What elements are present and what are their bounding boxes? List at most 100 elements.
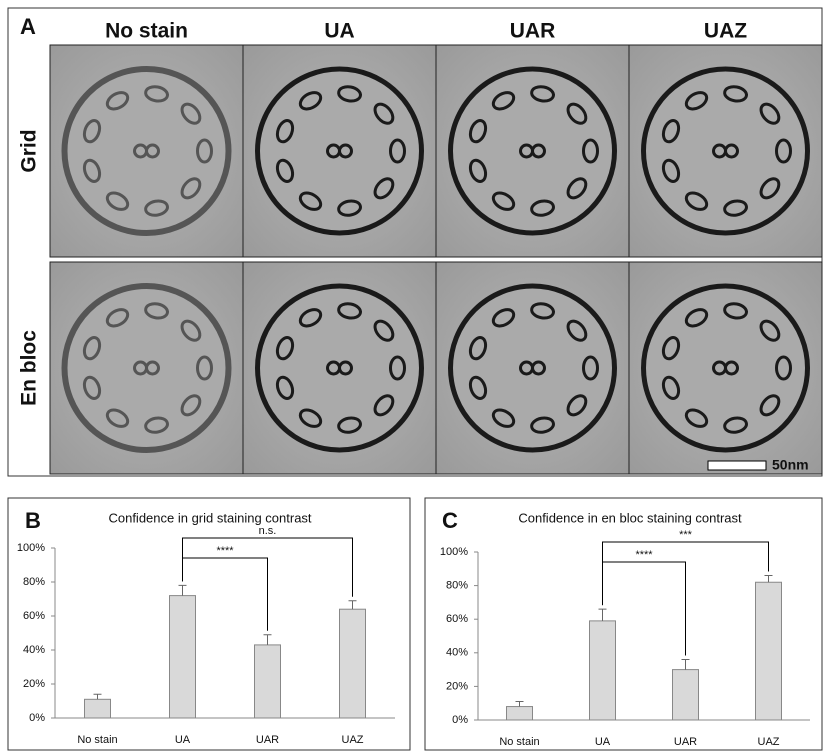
significance-label: n.s. [259,525,277,537]
doublet [566,177,588,200]
doublet [661,119,681,144]
doublet [337,85,362,103]
doublet [275,336,295,361]
doublet [337,199,362,217]
error-bar [681,659,690,670]
y-tick-label: 20% [446,680,468,692]
y-tick-label: 0% [29,712,45,724]
doublet [491,191,516,211]
doublet [275,375,295,400]
doublet [105,408,130,428]
x-tick-label: UAR [256,734,279,746]
doublet [530,85,555,103]
doublet [759,177,781,200]
significance-bracket [602,541,769,606]
doublet [530,416,555,434]
doublet [337,416,362,434]
doublet [82,375,102,400]
doublet [468,375,488,400]
y-tick-label: 0% [452,714,468,726]
central-pair [531,360,546,376]
doublet [491,408,516,428]
y-tick-label: 60% [446,613,468,625]
doublet [180,102,202,125]
doublet [144,416,169,434]
bar [589,620,616,721]
error-bar [178,584,187,596]
doublet [684,91,709,111]
doublet [723,302,748,320]
micrographs [49,44,823,475]
doublet [566,319,588,342]
doublet [180,394,202,417]
doublet [723,85,748,103]
doublet [530,199,555,217]
bar [169,595,196,719]
doublet [759,102,781,125]
y-tick-label: 100% [440,546,468,558]
doublet [82,336,102,361]
row-label: En bloc [18,330,41,406]
significance-label: **** [635,549,653,561]
doublet [530,302,555,320]
doublet [491,308,516,328]
y-tick-label: 80% [23,576,45,588]
doublet [298,191,323,211]
doublet [180,177,202,200]
doublet [759,319,781,342]
doublet [468,119,488,144]
bar [254,644,281,719]
panel-label: C [442,508,458,533]
chart-title: Confidence in grid staining contrast [108,510,311,525]
doublet [661,158,681,183]
y-tick-label: 60% [23,610,45,622]
doublet [373,394,395,417]
doublet [82,119,102,144]
x-tick-label: UA [175,734,191,746]
doublet [389,355,406,381]
chart-title: Confidence in en bloc staining contrast [518,510,742,525]
scale-bar [707,460,767,471]
significance-label: **** [216,545,234,557]
column-header: UAZ [704,20,747,43]
central-pair [145,360,160,376]
doublet [105,308,130,328]
x-tick-label: UAZ [758,736,780,748]
doublet [775,355,792,381]
doublet [373,177,395,200]
doublet [105,191,130,211]
bar [755,581,782,721]
doublet [82,158,102,183]
doublet [337,302,362,320]
doublet [144,85,169,103]
significance-bracket [182,537,353,597]
doublet [389,138,406,164]
scale-label: 50nm [772,457,809,473]
doublet [373,102,395,125]
column-header: UAR [510,20,556,43]
doublet [196,138,213,164]
x-tick-label: UAR [674,736,697,748]
column-header: UA [324,20,354,43]
error-bar [598,608,607,621]
doublet [105,91,130,111]
doublet [298,308,323,328]
bar [339,608,366,719]
doublet [144,199,169,217]
doublet [566,394,588,417]
error-bar [263,634,272,645]
row-label: Grid [18,129,41,172]
error-bar [515,701,524,707]
doublet [196,355,213,381]
doublet [275,119,295,144]
bar [672,669,699,721]
error-bar [93,693,102,700]
doublet [298,91,323,111]
doublet [373,319,395,342]
bar [84,698,111,719]
central-pair [145,143,160,159]
doublet [582,355,599,381]
x-tick-label: UA [595,736,611,748]
doublet [684,308,709,328]
